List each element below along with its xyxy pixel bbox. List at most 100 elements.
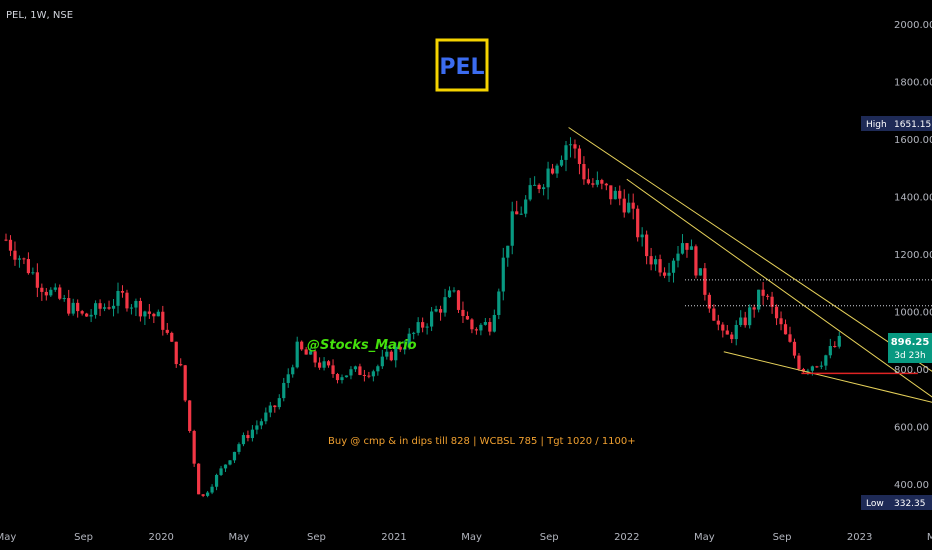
candle-body (631, 202, 635, 209)
candle-body (810, 366, 814, 371)
candle-body (35, 272, 39, 288)
symbol-legend[interactable]: PEL, 1W, NSE (6, 10, 73, 21)
price-tick-label: 400.00 (894, 480, 929, 491)
candle-body (698, 268, 702, 276)
candle-body (76, 302, 80, 312)
candle-body (707, 294, 711, 309)
price-tick-label: 1800.00 (894, 78, 932, 89)
candle-body (430, 311, 434, 327)
candle-body (349, 369, 353, 376)
candle-body (138, 300, 142, 317)
time-axis[interactable]: May Sep 2020 May Sep 2021 May Sep 2022 May Sep 2023… (0, 532, 932, 543)
time-tick-label: Sep (773, 532, 792, 543)
candle-body (819, 365, 823, 367)
candle-body (636, 208, 640, 238)
candle-body (111, 305, 116, 309)
candle-body (223, 464, 228, 469)
candle-body (161, 311, 165, 330)
time-tick-label: Sep (540, 532, 559, 543)
candle-body (335, 374, 340, 381)
candle-body (237, 444, 241, 452)
candle-body (407, 333, 411, 348)
high-tag: High 1651.15 (861, 116, 932, 131)
candle-body (770, 296, 774, 307)
candle-body (17, 258, 22, 260)
candle-body (443, 297, 447, 313)
lower-trendline[interactable] (723, 351, 932, 404)
candle-body (71, 302, 75, 314)
candle-body (98, 303, 102, 309)
candle-body (102, 307, 107, 309)
candle-body (174, 341, 178, 365)
candle-body (559, 159, 564, 166)
candle-body (358, 366, 362, 375)
candle-body (537, 184, 541, 190)
candle-body (528, 185, 532, 200)
candle-body (640, 234, 644, 238)
candle-body (757, 289, 761, 310)
price-tick-label: 2000.00 (894, 20, 932, 31)
price-axis[interactable]: 400.00 600.00 800.00 1000.00 1200.00 1400.00 1… (894, 20, 932, 491)
candle-body (179, 364, 183, 366)
candle-body (680, 243, 685, 254)
candle-body (94, 303, 98, 315)
candle-body (474, 329, 478, 331)
price-tick-label: 1000.00 (894, 308, 932, 319)
candle-body (156, 311, 160, 317)
candle-body (662, 272, 667, 276)
candle-body (268, 405, 272, 413)
candle-body (53, 287, 57, 290)
inner-trendline[interactable] (626, 178, 932, 400)
candle-body (461, 309, 465, 317)
candle-body (188, 400, 192, 432)
candle-body (730, 334, 734, 340)
candle-body (618, 190, 622, 199)
candle-body (564, 145, 568, 160)
candle-body (492, 314, 496, 332)
candle-body (546, 168, 550, 188)
candle-body (488, 322, 492, 332)
time-tick-label: May (228, 532, 249, 543)
candle-body (752, 307, 756, 310)
candle-body (671, 260, 676, 273)
candle-body (201, 494, 205, 496)
candle-body (416, 322, 420, 333)
candle-body (250, 429, 254, 439)
candle-body (246, 435, 250, 439)
candle-body (129, 307, 134, 309)
candle-body (627, 202, 631, 213)
candle-body (739, 317, 743, 326)
candle-body (506, 245, 510, 258)
time-tick-label: Sep (74, 532, 93, 543)
candle-body (331, 365, 335, 375)
candle-body (89, 314, 93, 317)
candle-body (44, 291, 48, 296)
time-tick-label: May (461, 532, 482, 543)
logo-text: PEL (439, 55, 484, 80)
candle-body (313, 351, 317, 363)
candle-body (676, 253, 680, 261)
price-tick-label: 1400.00 (894, 193, 932, 204)
candle-body (434, 309, 438, 312)
candle-body (573, 144, 577, 149)
candle-body (456, 290, 461, 310)
low-tag-background (861, 495, 932, 510)
watermark-text: @Stocks_Mario (307, 338, 417, 353)
countdown-timer: 3d 23h (894, 351, 925, 361)
candle-body (550, 168, 555, 174)
candle-body (694, 246, 698, 276)
candle-body (542, 187, 546, 190)
time-tick-label: May (927, 532, 932, 543)
candle-body (353, 366, 358, 370)
candle-body (344, 375, 349, 378)
candle-body (555, 165, 559, 174)
candle-body (591, 183, 595, 185)
candle-body (62, 298, 66, 300)
last-price-tag: 896.25 3d 23h (888, 333, 932, 363)
upper-trendline[interactable] (568, 127, 932, 375)
candle-body (326, 361, 331, 366)
candle-body (779, 318, 783, 325)
low-label: Low (866, 499, 884, 509)
candle-body (533, 184, 537, 186)
